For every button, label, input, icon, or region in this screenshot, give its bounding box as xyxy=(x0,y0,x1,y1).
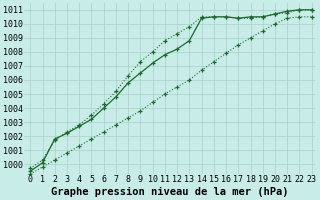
X-axis label: Graphe pression niveau de la mer (hPa): Graphe pression niveau de la mer (hPa) xyxy=(51,187,289,197)
